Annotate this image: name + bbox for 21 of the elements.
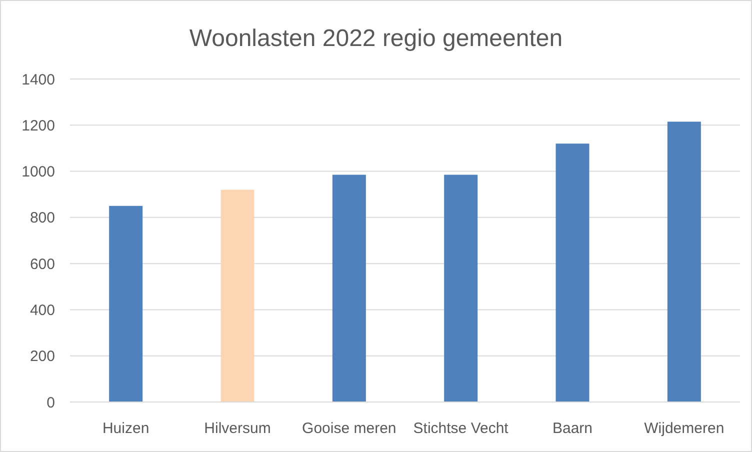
chart-title: Woonlasten 2022 regio gemeenten	[189, 25, 563, 52]
y-tick-label: 1200	[22, 117, 55, 134]
bar	[556, 144, 590, 402]
x-tick-label: Gooise meren	[302, 420, 396, 437]
y-tick-label: 1400	[22, 71, 55, 88]
bar	[444, 174, 478, 402]
y-tick-label: 800	[30, 210, 55, 227]
y-tick-label: 0	[46, 394, 55, 412]
bar	[332, 174, 366, 402]
y-tick-label: 1000	[22, 164, 55, 181]
x-tick-label: Huizen	[102, 420, 150, 437]
y-tick-label: 400	[30, 302, 55, 319]
bar	[220, 190, 254, 402]
y-tick-label: 200	[30, 348, 55, 366]
x-tick-label: Stichtse Vecht	[413, 420, 510, 437]
x-tick-label: Baarn	[552, 420, 593, 437]
x-tick-label: Hilversum	[204, 420, 271, 437]
x-tick-label: Wijdemeren	[644, 420, 724, 437]
bar	[667, 122, 701, 402]
y-tick-label: 600	[30, 256, 55, 273]
bar	[109, 206, 143, 402]
